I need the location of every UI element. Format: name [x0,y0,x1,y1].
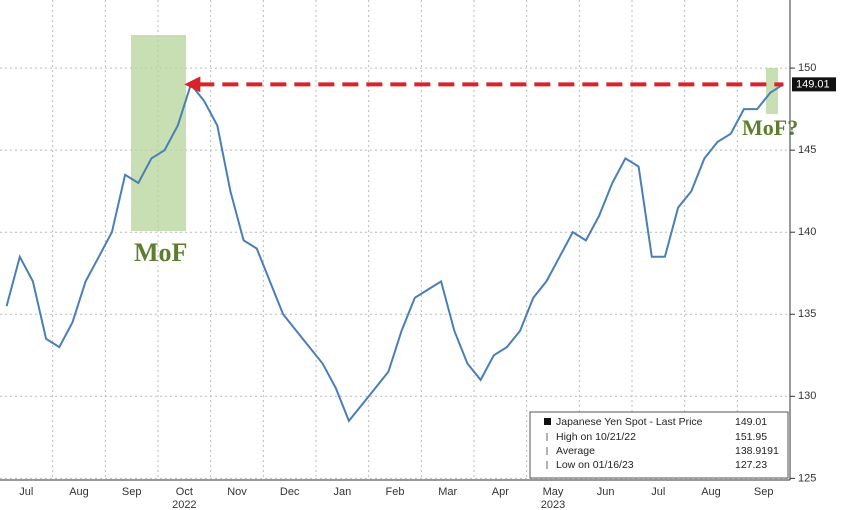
x-tick-label: Nov [227,486,247,498]
x-tick-label: Sep [754,486,774,498]
x-tick-label: Apr [492,486,509,498]
legend-label: Low on 01/16/23 [556,459,634,471]
last-price-tag [792,77,836,92]
legend-value: 127.23 [735,459,767,471]
legend-label: Average [556,445,595,457]
y-tick-label: 130 [798,390,816,402]
legend-label: Japanese Yen Spot - Last Price [556,416,703,428]
y-tick-label: 150 [798,62,816,74]
arrow-head [184,76,201,93]
legend-label: High on 10/21/22 [556,431,636,443]
plot: 149.01 [5,76,836,423]
x-tick-label: Aug [69,486,89,498]
legend-swatch [544,418,551,425]
y-tick-label: 135 [798,308,816,320]
annotation: MoF [134,238,187,267]
x-tick-label: Jul [651,486,665,498]
y-tick-label: 125 [798,472,816,484]
x-tick-label: Dec [280,486,300,498]
x-tick-label: Feb [386,486,405,498]
year-label: 2022 [172,499,196,510]
y-tick-label: 145 [798,144,816,156]
highlight-box [131,35,186,231]
year-label: 2023 [541,499,565,510]
legend-value: 149.01 [735,416,767,428]
x-tick-label: Sep [122,486,142,498]
x-tick-label: May [543,486,564,498]
last-price-label: 149.01 [796,78,830,90]
legend-value: 138.9191 [735,445,779,457]
legend-value: 151.95 [735,431,767,443]
annotation: MoF? [742,115,798,140]
x-tick-label: Jun [597,486,615,498]
legend-box [529,411,789,479]
x-tick-label: Aug [701,486,721,498]
x-tick-label: Jan [333,486,351,498]
legend: Japanese Yen Spot - Last Price 149.01 Hi… [529,411,789,479]
price-line [5,82,784,423]
x-tick-label: Jul [19,486,33,498]
x-tick-label: Oct [176,486,193,498]
x-tick-label: Mar [438,486,457,498]
y-tick-label: 140 [798,226,816,238]
